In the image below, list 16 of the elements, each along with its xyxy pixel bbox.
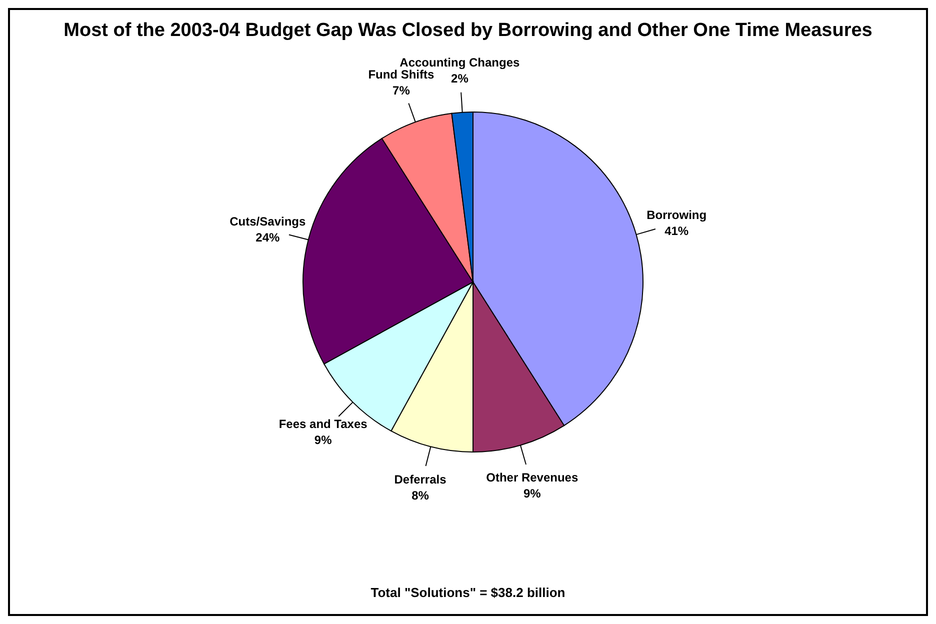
data-label: 8% xyxy=(412,488,430,502)
data-label: 41% xyxy=(664,224,689,238)
data-label: 9% xyxy=(314,432,332,447)
data-label: 2% xyxy=(451,71,469,86)
data-label: 24% xyxy=(256,230,280,244)
slice-label: Deferrals xyxy=(394,472,447,486)
data-label: 7% xyxy=(392,84,410,98)
slice-label: Cuts/Savings xyxy=(230,214,306,228)
slice-label: Fees and Taxes xyxy=(278,416,368,431)
slice-label: Borrowing xyxy=(646,208,707,222)
data-label: 9% xyxy=(523,486,542,501)
chart-title: Most of the 2003-04 Budget Gap Was Closed by Borrowing and Other One Time Measures xyxy=(62,19,874,42)
text: Total "Solutions" = $38.2 billion xyxy=(370,585,566,600)
slice-label: Accounting Changes xyxy=(400,55,520,70)
slice-label: Other Revenues xyxy=(486,470,578,485)
slice-label: Fund Shifts xyxy=(368,68,434,82)
